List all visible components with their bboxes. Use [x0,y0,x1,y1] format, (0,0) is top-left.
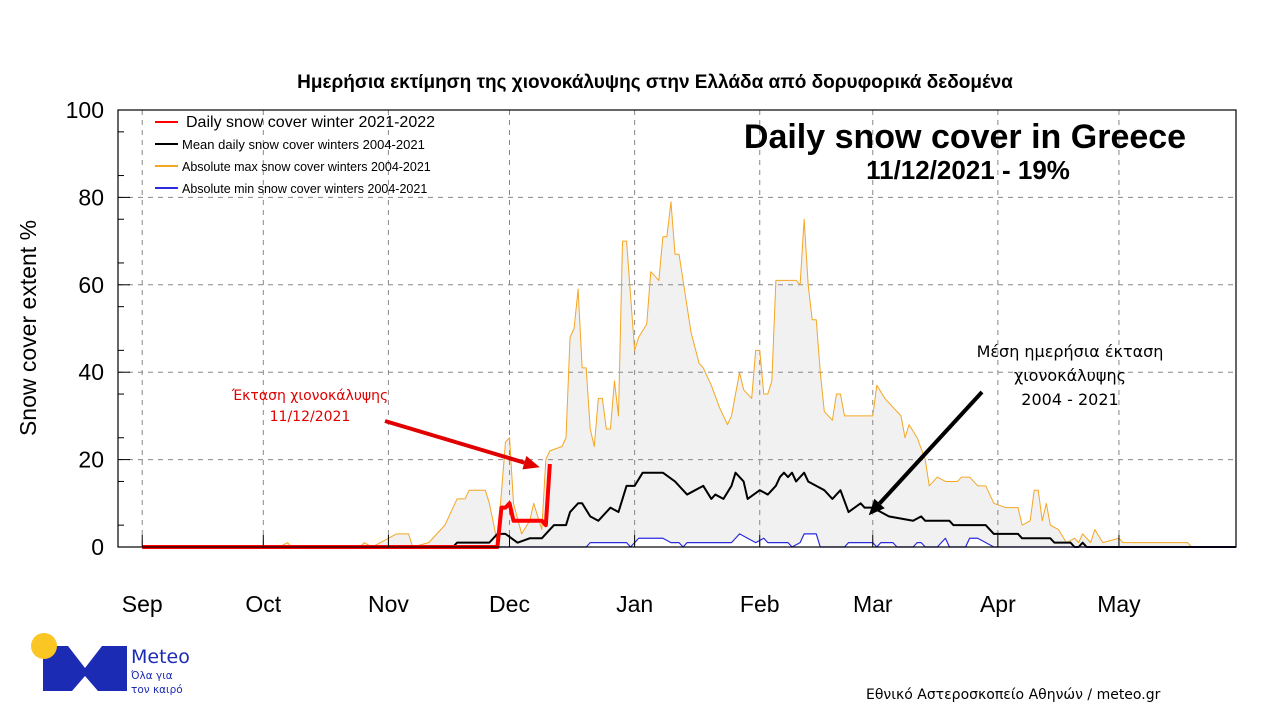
arrow-shaft [384,419,525,465]
series-line-2 [142,471,1236,548]
logo-m-gap [72,676,98,691]
x-tick-label: May [1097,591,1141,617]
y-tick-label: 80 [78,184,104,210]
page-title: Ημερήσια εκτίμηση της χιονοκάλυψης στην … [297,72,1013,93]
x-tick-label: Nov [368,591,409,617]
annotation-line: χιονοκάλυψης [1014,366,1126,385]
annotation-mean: Μέση ημερήσια έκταση χιονοκάλυψης 2004 -… [935,340,1205,412]
max-min-range-fill [142,201,1237,547]
logo-sun-icon [31,633,57,659]
logo-name: Meteo [131,646,190,668]
y-tick-label: 20 [78,447,104,473]
logo-tagline: Όλα για [131,670,173,682]
arrow-head [522,455,540,470]
y-tick-label: 0 [91,534,104,560]
legend-label: Absolute max snow cover winters 2004-202… [182,160,431,174]
logo-tagline: τον καιρό [131,684,183,696]
y-axis-label: Snow cover extent % [15,220,41,436]
annotation-arrow-current-day [384,419,540,470]
annotation-line: 11/12/2021 [269,409,351,425]
legend: Daily snow cover winter 2021-2022 Mean da… [155,114,435,196]
series-line-1 [142,201,1236,548]
legend-label: Daily snow cover winter 2021-2022 [186,114,435,131]
arrow-head [868,498,885,516]
plot-frame [117,109,1237,548]
x-tick-label: Apr [980,591,1016,617]
annotation-current-day: Έκταση χιονοκάλυψης 11/12/2021 [205,386,415,428]
x-tick-label: Dec [489,591,530,617]
annotation-line: Μέση ημερήσια έκταση [976,342,1164,361]
y-tick-label: 60 [78,272,104,298]
legend-label: Mean daily snow cover winters 2004-2021 [182,137,425,152]
x-tick-label: Jan [616,591,653,617]
annotation-line: Έκταση χιονοκάλυψης [231,388,389,404]
logo-m-notch [68,646,102,668]
x-tick-label: Mar [853,591,893,617]
meteo-logo [31,633,127,691]
arrow-shaft [878,390,984,505]
chart-subtitle: 11/12/2021 - 19% [866,155,1070,185]
x-tick-label: Oct [245,591,281,617]
chart-title: Daily snow cover in Greece [744,118,1186,156]
y-tick-label: 40 [78,359,104,385]
annotation-line: 2004 - 2021 [1021,390,1119,409]
annotation-arrow-mean [868,390,984,516]
logo-text: Meteo Όλα για τον καιρό [131,646,190,696]
x-tick-label: Sep [122,591,163,617]
series-line-3 [142,533,1236,548]
y-tick-label: 100 [66,97,104,123]
x-tick-label: Feb [740,591,780,617]
credit-text: Εθνικό Αστεροσκοπείο Αθηνών / meteo.gr [866,687,1161,703]
legend-label: Absolute min snow cover winters 2004-202… [182,182,427,196]
series-line-4 [142,463,552,549]
